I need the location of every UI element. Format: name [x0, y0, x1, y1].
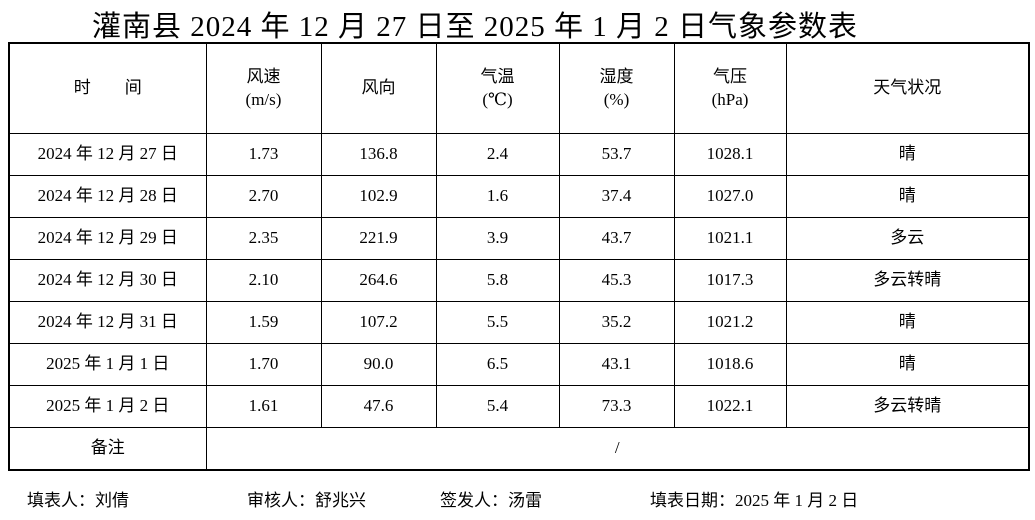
table-row: 2024 年 12 月 31 日 1.59 107.2 5.5 35.2 102… — [8, 301, 1030, 344]
table-row: 2024 年 12 月 29 日 2.35 221.9 3.9 43.7 102… — [8, 217, 1030, 260]
cell-pressure: 1022.1 — [673, 385, 787, 428]
cell-wind-direction: 136.8 — [320, 133, 437, 176]
cell-wind-direction: 102.9 — [320, 175, 437, 218]
cell-humidity: 45.3 — [558, 259, 675, 302]
cell-date: 2024 年 12 月 27 日 — [8, 133, 207, 176]
cell-date: 2025 年 1 月 1 日 — [8, 343, 207, 386]
cell-humidity: 37.4 — [558, 175, 675, 218]
cell-temperature: 5.5 — [435, 301, 560, 344]
remark-value: / — [205, 427, 1030, 471]
table-row: 2025 年 1 月 2 日 1.61 47.6 5.4 73.3 1022.1… — [8, 385, 1030, 428]
cell-wind-speed: 2.10 — [205, 259, 322, 302]
cell-pressure: 1028.1 — [673, 133, 787, 176]
cell-wind-direction: 47.6 — [320, 385, 437, 428]
cell-date: 2024 年 12 月 29 日 — [8, 217, 207, 260]
footer-date: 填表日期：2025 年 1 月 2 日 — [650, 491, 859, 510]
table-row: 2024 年 12 月 27 日 1.73 136.8 2.4 53.7 102… — [8, 133, 1030, 176]
cell-humidity: 53.7 — [558, 133, 675, 176]
table-row: 2024 年 12 月 28 日 2.70 102.9 1.6 37.4 102… — [8, 175, 1030, 218]
cell-temperature: 5.8 — [435, 259, 560, 302]
footer-issuer: 签发人：汤雷 — [440, 491, 542, 510]
cell-temperature: 2.4 — [435, 133, 560, 176]
header-cell-wind-speed: 风速 (m/s) — [205, 42, 322, 134]
cell-weather: 晴 — [785, 301, 1030, 344]
cell-wind-speed: 1.73 — [205, 133, 322, 176]
header-cell-pressure: 气压 (hPa) — [673, 42, 787, 134]
cell-wind-speed: 1.61 — [205, 385, 322, 428]
footer-reviewer: 审核人：舒兆兴 — [247, 491, 366, 510]
cell-humidity: 43.7 — [558, 217, 675, 260]
cell-date: 2024 年 12 月 30 日 — [8, 259, 207, 302]
cell-temperature: 1.6 — [435, 175, 560, 218]
cell-temperature: 5.4 — [435, 385, 560, 428]
page-title: 灌南县 2024 年 12 月 27 日至 2025 年 1 月 2 日气象参数… — [91, 11, 858, 43]
remark-row: 备注 / — [8, 427, 1030, 471]
cell-weather: 多云转晴 — [785, 385, 1030, 428]
cell-temperature: 3.9 — [435, 217, 560, 260]
cell-pressure: 1021.2 — [673, 301, 787, 344]
cell-date: 2024 年 12 月 31 日 — [8, 301, 207, 344]
cell-pressure: 1018.6 — [673, 343, 787, 386]
cell-wind-speed: 1.70 — [205, 343, 322, 386]
cell-wind-speed: 2.70 — [205, 175, 322, 218]
header-cell-temperature: 气温 (℃) — [435, 42, 560, 134]
cell-weather: 多云 — [785, 217, 1030, 260]
cell-humidity: 35.2 — [558, 301, 675, 344]
table-header-row: 时 间 风速 (m/s) 风向 气温 (℃) 湿度 (%) 气压 (hPa) 天… — [8, 42, 1030, 134]
header-cell-humidity: 湿度 (%) — [558, 42, 675, 134]
cell-wind-direction: 221.9 — [320, 217, 437, 260]
cell-wind-direction: 90.0 — [320, 343, 437, 386]
cell-date: 2024 年 12 月 28 日 — [8, 175, 207, 218]
cell-pressure: 1027.0 — [673, 175, 787, 218]
table-row: 2024 年 12 月 30 日 2.10 264.6 5.8 45.3 101… — [8, 259, 1030, 302]
table-row: 2025 年 1 月 1 日 1.70 90.0 6.5 43.1 1018.6… — [8, 343, 1030, 386]
cell-weather: 晴 — [785, 133, 1030, 176]
cell-weather: 多云转晴 — [785, 259, 1030, 302]
cell-pressure: 1021.1 — [673, 217, 787, 260]
cell-pressure: 1017.3 — [673, 259, 787, 302]
cell-wind-direction: 107.2 — [320, 301, 437, 344]
cell-wind-speed: 2.35 — [205, 217, 322, 260]
cell-humidity: 73.3 — [558, 385, 675, 428]
cell-humidity: 43.1 — [558, 343, 675, 386]
cell-date: 2025 年 1 月 2 日 — [8, 385, 207, 428]
cell-wind-speed: 1.59 — [205, 301, 322, 344]
footer-filler: 填表人：刘倩 — [27, 491, 129, 510]
cell-wind-direction: 264.6 — [320, 259, 437, 302]
cell-weather: 晴 — [785, 175, 1030, 218]
header-cell-time: 时 间 — [8, 42, 207, 134]
remark-label: 备注 — [8, 427, 207, 471]
weather-parameters-table: 时 间 风速 (m/s) 风向 气温 (℃) 湿度 (%) 气压 (hPa) 天… — [8, 42, 1030, 471]
cell-weather: 晴 — [785, 343, 1030, 386]
header-cell-weather: 天气状况 — [785, 42, 1030, 134]
cell-temperature: 6.5 — [435, 343, 560, 386]
header-cell-wind-direction: 风向 — [320, 42, 437, 134]
